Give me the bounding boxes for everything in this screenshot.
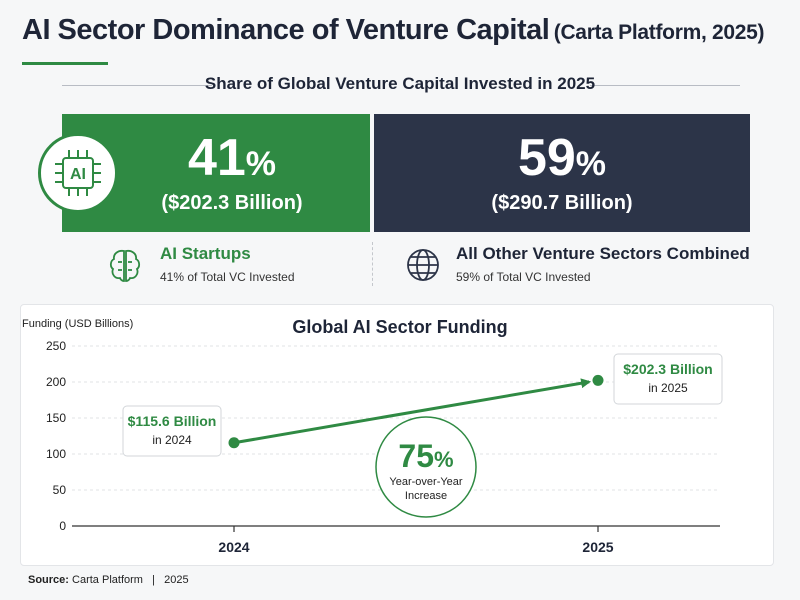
other-share-banner: 59% ($290.7 Billion) xyxy=(374,114,750,232)
title-underline xyxy=(22,62,108,65)
ai-percent-symbol: % xyxy=(245,145,277,183)
y-axis-label: Funding (USD Billions) xyxy=(22,318,134,330)
source-year: 2025 xyxy=(164,574,189,586)
source-text: Carta Platform xyxy=(72,574,143,586)
other-percent-value: 59 xyxy=(517,129,576,187)
chart-panel xyxy=(20,304,774,566)
title-sub: (Carta Platform, 2025) xyxy=(553,21,765,44)
other-percent-symbol: % xyxy=(575,145,607,183)
ai-badge-text: AI xyxy=(70,166,86,183)
source-label: Source: xyxy=(28,574,69,586)
legend-other: All Other Venture Sectors Combined 59% o… xyxy=(404,242,750,288)
share-heading-line-right xyxy=(590,85,740,86)
legend-ai: AI Startups 41% of Total VC Invested xyxy=(106,242,366,288)
other-share-percent: 59% xyxy=(374,128,750,188)
legend-other-name: All Other Venture Sectors Combined xyxy=(456,244,750,263)
share-heading: Share of Global Venture Capital Invested… xyxy=(204,74,596,93)
legend-divider xyxy=(372,242,373,286)
page-title: AI Sector Dominance of Venture Capital (… xyxy=(22,14,792,47)
title-main: AI Sector Dominance of Venture Capital xyxy=(22,14,550,46)
ai-share-amount: ($202.3 Billion) xyxy=(161,192,303,214)
ai-chip-icon: AI xyxy=(38,133,118,213)
share-heading-line-left xyxy=(62,85,212,86)
legend-ai-desc: 41% of Total VC Invested xyxy=(160,270,295,284)
ai-share-percent: 41% xyxy=(122,128,342,188)
chart-title: Global AI Sector Funding xyxy=(292,317,508,337)
globe-icon xyxy=(407,249,439,281)
other-share-amount: ($290.7 Billion) xyxy=(491,192,633,214)
legend-ai-name: AI Startups xyxy=(160,244,251,263)
ai-percent-value: 41 xyxy=(187,129,246,187)
source-separator: | xyxy=(152,574,155,586)
share-heading-row: Share of Global Venture Capital Invested… xyxy=(0,74,800,98)
source-note: Source: Carta Platform | 2025 xyxy=(28,574,189,586)
legend-other-desc: 59% of Total VC Invested xyxy=(456,270,591,284)
brain-icon xyxy=(109,249,141,282)
